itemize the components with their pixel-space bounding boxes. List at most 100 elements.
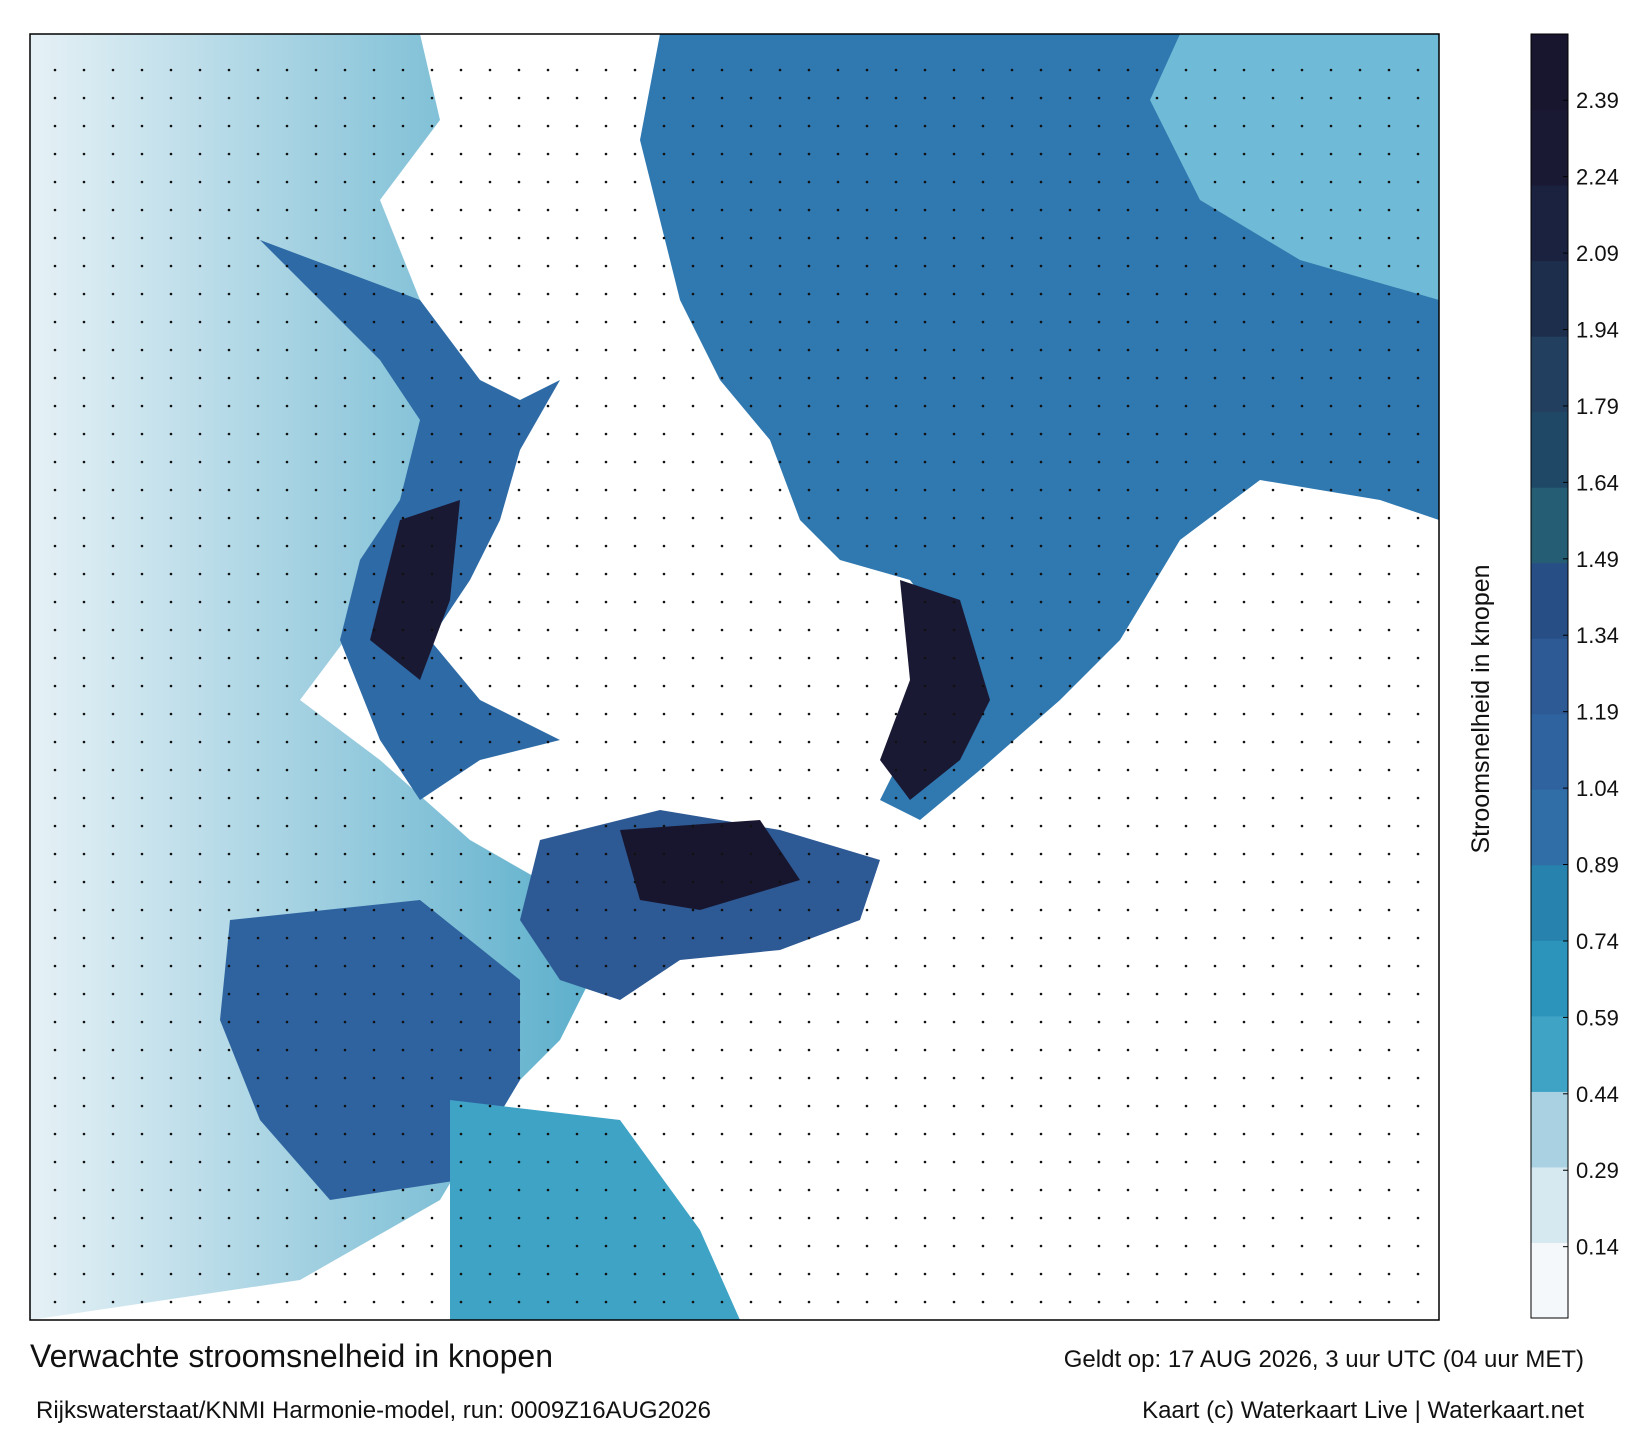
grid-dot xyxy=(1300,460,1304,464)
grid-dot xyxy=(1358,1300,1362,1304)
grid-dot xyxy=(981,1020,985,1024)
grid-dot xyxy=(459,1132,463,1136)
grid-dot xyxy=(198,628,202,632)
grid-dot xyxy=(488,796,492,800)
grid-dot xyxy=(488,1244,492,1248)
grid-dot xyxy=(894,908,898,912)
grid-dot xyxy=(1155,68,1159,72)
grid-dot xyxy=(1184,1272,1188,1276)
grid-dot xyxy=(1358,152,1362,156)
grid-dot xyxy=(198,712,202,716)
grid-dot xyxy=(1271,152,1275,156)
grid-dot xyxy=(923,768,927,772)
grid-dot xyxy=(53,96,57,100)
grid-dot xyxy=(314,1076,318,1080)
grid-dot xyxy=(633,964,637,968)
grid-dot xyxy=(1010,180,1014,184)
grid-dot xyxy=(111,1048,115,1052)
grid-dot xyxy=(546,572,550,576)
grid-dot xyxy=(343,1132,347,1136)
grid-dot xyxy=(285,964,289,968)
grid-dot xyxy=(691,488,695,492)
grid-dot xyxy=(1271,964,1275,968)
grid-dot xyxy=(633,768,637,772)
grid-dot xyxy=(430,1188,434,1192)
grid-dot xyxy=(256,852,260,856)
grid-dot xyxy=(662,656,666,660)
grid-dot xyxy=(111,1272,115,1276)
grid-dot xyxy=(1271,1188,1275,1192)
grid-dot xyxy=(749,180,753,184)
grid-dot xyxy=(53,236,57,240)
grid-dot xyxy=(1184,208,1188,212)
grid-dot xyxy=(1010,712,1014,716)
grid-dot xyxy=(1126,628,1130,632)
grid-dot xyxy=(459,348,463,352)
grid-dot xyxy=(720,488,724,492)
grid-dot xyxy=(111,376,115,380)
grid-dot xyxy=(459,656,463,660)
grid-dot xyxy=(1097,68,1101,72)
grid-dot xyxy=(488,152,492,156)
grid-dot xyxy=(1155,432,1159,436)
grid-dot xyxy=(198,796,202,800)
grid-dot xyxy=(401,68,405,72)
grid-dot xyxy=(1097,852,1101,856)
grid-dot xyxy=(314,880,318,884)
grid-dot xyxy=(691,96,695,100)
grid-dot xyxy=(720,628,724,632)
grid-dot xyxy=(1184,236,1188,240)
grid-dot xyxy=(1242,96,1246,100)
grid-dot xyxy=(662,1076,666,1080)
grid-dot xyxy=(140,628,144,632)
grid-dot xyxy=(1039,768,1043,772)
grid-dot xyxy=(314,600,318,604)
grid-dot xyxy=(749,852,753,856)
grid-dot xyxy=(1213,992,1217,996)
grid-dot xyxy=(1387,460,1391,464)
grid-dot xyxy=(372,1076,376,1080)
grid-dot xyxy=(865,1132,869,1136)
grid-dot xyxy=(1329,124,1333,128)
grid-dot xyxy=(1387,432,1391,436)
grid-dot xyxy=(82,712,86,716)
grid-dot xyxy=(1010,600,1014,604)
valid-time: Geldt op: 17 AUG 2026, 3 uur UTC (04 uur… xyxy=(1064,1346,1584,1373)
colorbar-band xyxy=(1531,638,1568,715)
grid-dot xyxy=(633,460,637,464)
grid-dot xyxy=(952,292,956,296)
grid-dot xyxy=(836,320,840,324)
grid-dot xyxy=(1242,124,1246,128)
grid-dot xyxy=(1242,264,1246,268)
grid-dot xyxy=(198,292,202,296)
grid-dot xyxy=(778,628,782,632)
grid-dot xyxy=(1416,460,1420,464)
grid-dot xyxy=(401,936,405,940)
grid-dot xyxy=(952,572,956,576)
grid-dot xyxy=(517,432,521,436)
grid-dot xyxy=(198,768,202,772)
grid-dot xyxy=(894,684,898,688)
grid-dot xyxy=(546,628,550,632)
grid-dot xyxy=(285,1104,289,1108)
grid-dot xyxy=(53,292,57,296)
grid-dot xyxy=(1184,1244,1188,1248)
grid-dot xyxy=(1329,264,1333,268)
grid-dot xyxy=(1039,376,1043,380)
grid-dot xyxy=(1039,208,1043,212)
grid-dot xyxy=(53,348,57,352)
grid-dot xyxy=(82,824,86,828)
grid-dot xyxy=(1126,404,1130,408)
grid-dot xyxy=(1358,376,1362,380)
grid-dot xyxy=(575,992,579,996)
grid-dot xyxy=(778,376,782,380)
grid-dot xyxy=(604,740,608,744)
grid-dot xyxy=(1213,796,1217,800)
grid-dot xyxy=(807,796,811,800)
grid-dot xyxy=(372,768,376,772)
grid-dot xyxy=(981,488,985,492)
grid-dot xyxy=(1097,908,1101,912)
grid-dot xyxy=(1126,1300,1130,1304)
grid-dot xyxy=(285,600,289,604)
grid-dot xyxy=(1039,488,1043,492)
